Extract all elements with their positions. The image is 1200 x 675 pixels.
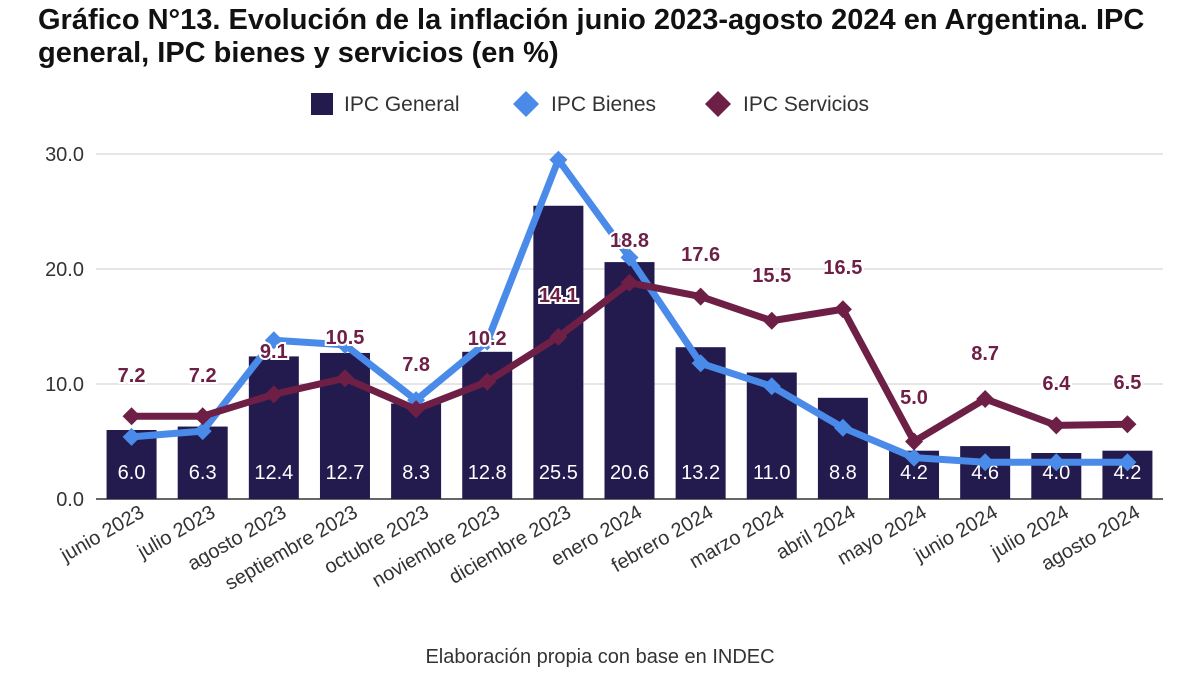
bar-value-label: 4.2 [1114, 462, 1142, 484]
point-ipc-bienes [833, 418, 852, 437]
servicios-value-label: 7.2 [118, 365, 146, 387]
point-ipc-servicios [691, 287, 710, 306]
bar-value-label: 13.2 [681, 462, 720, 484]
bar-value-label: 8.3 [402, 462, 430, 484]
point-ipc-servicios [833, 300, 852, 319]
servicios-value-label: 6.4 [1042, 373, 1071, 395]
legend-swatch-ipc-servicios [705, 91, 731, 117]
bar-value-label: 20.6 [610, 462, 649, 484]
servicios-value-label: 16.5 [823, 257, 862, 279]
point-ipc-servicios [1118, 415, 1137, 434]
point-ipc-servicios [620, 273, 639, 292]
point-ipc-bienes [335, 335, 354, 354]
chart-source-note: Elaboración propia con base en INDEC [425, 646, 775, 668]
servicios-value-label: 6.5 [1114, 372, 1142, 394]
servicios-value-label: 9.1 [260, 341, 288, 363]
point-ipc-servicios [335, 369, 354, 388]
bar-value-labels: 6.0 6.3 12.4 12.7 8.3 12.8 25.5 20.6 13.2 11.0 8.8… [118, 462, 1142, 484]
servicios-value-label: 15.5 [752, 265, 791, 287]
bar-value-label: 25.5 [539, 462, 578, 484]
chart-legend: IPC General IPC Bienes IPC Servicios [311, 91, 869, 117]
chart-title: Gráfico N°13. Evolución de la inflación … [38, 4, 1145, 69]
point-ipc-servicios [549, 327, 568, 346]
bar-value-label: 8.8 [829, 462, 857, 484]
bar-value-label: 6.3 [189, 462, 217, 484]
y-tick-label: 0.0 [56, 489, 84, 511]
servicios-value-label: 7.2 [189, 365, 217, 387]
point-ipc-servicios [264, 385, 283, 404]
point-ipc-bienes [549, 150, 568, 169]
y-axis: 0.0 10.0 20.0 30.0 [45, 144, 84, 511]
bar-value-label: 6.0 [118, 462, 146, 484]
point-ipc-servicios [976, 389, 995, 408]
y-tick-label: 30.0 [45, 144, 84, 166]
bar-value-label: 4.6 [971, 462, 999, 484]
servicios-value-label: 7.8 [402, 354, 430, 376]
bar-ipc-general [391, 403, 442, 499]
series-ipc-bienes [122, 150, 1137, 472]
legend-label-ipc-general: IPC General [344, 93, 460, 116]
bar-value-label: 12.4 [254, 462, 293, 484]
bar-value-label: 12.7 [325, 462, 364, 484]
point-ipc-bienes [478, 332, 497, 351]
servicios-value-label: 17.6 [681, 244, 720, 266]
point-ipc-bienes [762, 377, 781, 396]
servicios-value-label: 10.5 [325, 327, 364, 349]
point-ipc-bienes [1118, 453, 1137, 472]
y-tick-label: 10.0 [45, 374, 84, 396]
point-ipc-servicios [122, 407, 141, 426]
point-ipc-bienes [1047, 453, 1066, 472]
point-ipc-bienes [691, 354, 710, 373]
point-ipc-servicios [762, 311, 781, 330]
point-ipc-servicios [478, 372, 497, 391]
bar-value-label: 4.0 [1042, 462, 1070, 484]
servicios-value-label: 14.1 [539, 285, 578, 307]
point-ipc-bienes [264, 331, 283, 350]
bar-ipc-general [533, 205, 584, 499]
point-ipc-servicios [407, 400, 426, 419]
x-tick-label: junio 2023 [56, 501, 148, 567]
servicios-value-label: 10.2 [468, 328, 507, 350]
servicios-value-labels: 7.2 7.2 9.1 10.5 7.8 10.2 14.1 18.8 17.6 15.5 16.5… [116, 228, 1144, 411]
legend-label-ipc-servicios: IPC Servicios [743, 93, 869, 116]
point-ipc-bienes [976, 453, 995, 472]
bar-value-label: 4.2 [900, 462, 928, 484]
legend-swatch-ipc-bienes [513, 91, 539, 117]
bar-ipc-general [675, 347, 726, 499]
legend-label-ipc-bienes: IPC Bienes [551, 93, 656, 116]
point-ipc-servicios [193, 407, 212, 426]
bar-ipc-general [248, 356, 299, 499]
x-tick-label: diciembre 2023 [445, 501, 574, 588]
point-ipc-bienes [122, 427, 141, 446]
point-ipc-servicios [905, 432, 924, 451]
bar-ipc-general [604, 262, 655, 499]
servicios-value-label: 5.0 [900, 387, 928, 409]
servicios-value-label: 18.8 [610, 230, 649, 252]
legend-swatch-ipc-general [311, 93, 333, 115]
point-ipc-bienes [620, 248, 639, 267]
point-ipc-bienes [193, 422, 212, 441]
point-ipc-servicios [1047, 416, 1066, 435]
servicios-value-label: 8.7 [971, 343, 999, 365]
bar-value-label: 12.8 [468, 462, 507, 484]
point-ipc-bienes [905, 448, 924, 467]
series-ipc-servicios [122, 273, 1137, 451]
bar-value-label: 11.0 [753, 462, 790, 484]
y-tick-label: 20.0 [45, 259, 84, 281]
